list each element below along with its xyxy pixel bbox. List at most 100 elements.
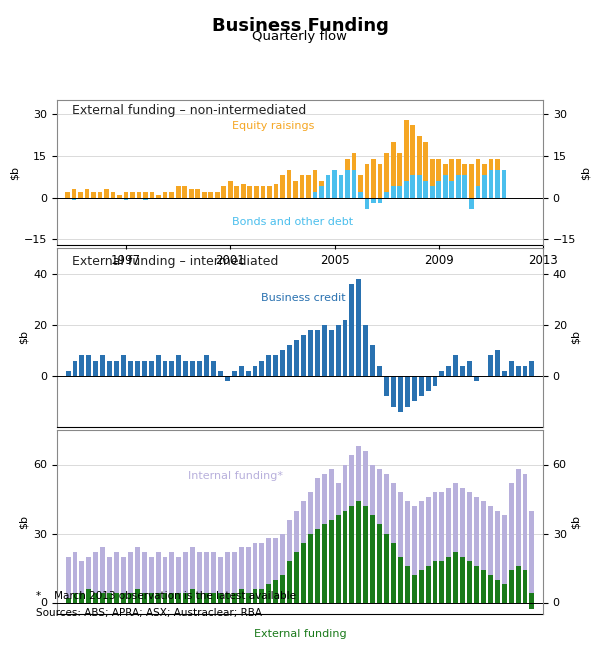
Bar (169, 192, 174, 198)
Bar (335, 325, 341, 376)
Bar (142, 361, 147, 376)
Bar (456, 159, 461, 198)
Bar (446, 366, 451, 376)
Bar (245, 547, 251, 602)
Bar (349, 284, 355, 376)
Bar (254, 187, 259, 198)
Bar (225, 552, 230, 602)
Bar (436, 181, 441, 198)
Bar (404, 120, 409, 198)
Bar (338, 175, 343, 198)
Bar (460, 366, 465, 376)
Bar (433, 561, 437, 602)
Bar (322, 473, 327, 602)
Bar (93, 594, 98, 602)
Bar (332, 170, 337, 198)
Bar (274, 184, 278, 198)
Bar (474, 566, 479, 602)
Bar (425, 566, 431, 602)
Bar (211, 361, 216, 376)
Bar (345, 159, 350, 198)
Bar (204, 552, 209, 602)
Bar (474, 376, 479, 381)
Bar (149, 361, 154, 376)
Bar (273, 538, 278, 602)
Bar (502, 371, 507, 376)
Bar (509, 570, 514, 602)
Bar (182, 187, 187, 198)
Bar (370, 465, 375, 602)
Text: Business credit: Business credit (261, 293, 346, 303)
Bar (239, 589, 244, 602)
Bar (476, 159, 480, 198)
Bar (467, 492, 472, 602)
Bar (397, 153, 402, 198)
Bar (235, 187, 239, 198)
Bar (467, 561, 472, 602)
Bar (107, 594, 112, 602)
Bar (232, 594, 237, 602)
Bar (169, 361, 175, 376)
Bar (239, 366, 244, 376)
Bar (176, 594, 181, 602)
Text: Internal funding*: Internal funding* (188, 471, 283, 481)
Bar (352, 170, 356, 198)
Bar (294, 340, 299, 376)
Bar (121, 594, 126, 602)
Bar (142, 552, 147, 602)
Bar (319, 187, 324, 198)
Bar (163, 361, 167, 376)
Bar (142, 594, 147, 602)
Bar (495, 159, 500, 198)
Bar (273, 355, 278, 376)
Bar (377, 469, 382, 602)
Bar (502, 170, 506, 198)
Bar (267, 187, 272, 198)
Bar (225, 594, 230, 602)
Y-axis label: $b: $b (19, 331, 29, 345)
Bar (391, 542, 396, 602)
Bar (135, 361, 140, 376)
Bar (183, 552, 188, 602)
Bar (453, 355, 458, 376)
Bar (391, 187, 395, 198)
Bar (273, 580, 278, 602)
Bar (86, 355, 91, 376)
Text: Equity raisings: Equity raisings (232, 121, 314, 131)
Bar (412, 376, 417, 402)
Text: External funding: External funding (254, 629, 346, 639)
Bar (315, 478, 320, 602)
Bar (343, 511, 347, 602)
Bar (469, 164, 473, 198)
Bar (371, 198, 376, 203)
Bar (329, 520, 334, 602)
Y-axis label: $b: $b (571, 515, 581, 529)
Bar (287, 561, 292, 602)
Bar (121, 556, 126, 602)
Bar (211, 552, 216, 602)
Bar (280, 533, 285, 602)
Text: *    March 2013 observation is the latest available: * March 2013 observation is the latest a… (36, 591, 296, 601)
Bar (436, 159, 441, 198)
Bar (176, 355, 181, 376)
Bar (502, 584, 507, 602)
Bar (130, 192, 135, 198)
Bar (322, 525, 327, 602)
Text: Quarterly flow: Quarterly flow (253, 30, 347, 43)
Bar (196, 189, 200, 198)
Bar (481, 501, 486, 602)
Bar (280, 175, 285, 198)
Text: Bonds and other debt: Bonds and other debt (232, 217, 353, 227)
Bar (204, 355, 209, 376)
Bar (385, 192, 389, 198)
Bar (287, 345, 292, 376)
Bar (128, 552, 133, 602)
Bar (391, 142, 395, 198)
Bar (356, 446, 361, 602)
Bar (128, 361, 133, 376)
Bar (260, 187, 265, 198)
Bar (202, 192, 206, 198)
Bar (163, 594, 167, 602)
Text: Sources: ABS; APRA; ASX; Austraclear; RBA: Sources: ABS; APRA; ASX; Austraclear; RB… (36, 608, 262, 618)
Bar (405, 376, 410, 406)
